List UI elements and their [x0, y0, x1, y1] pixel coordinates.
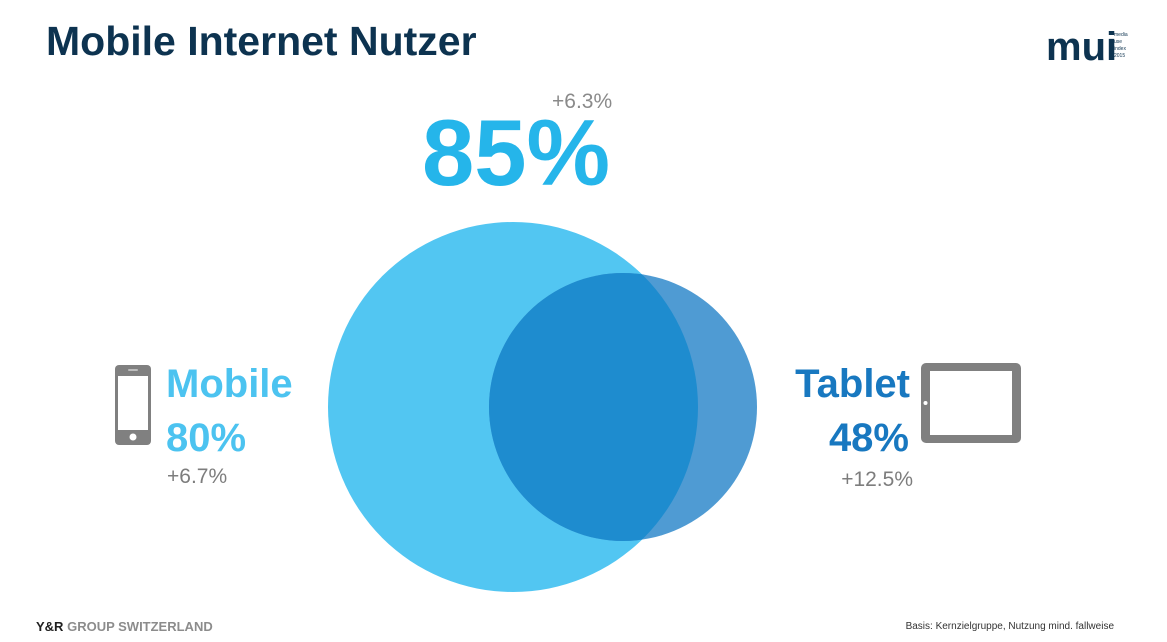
logo-line-3: index	[1114, 46, 1126, 52]
footer-brand-bold: Y&R	[36, 619, 64, 634]
tablet-value: 48%	[828, 416, 909, 460]
total-change: +6.3%	[552, 90, 613, 113]
logo-mark: mui	[1046, 25, 1117, 69]
footer-note: Basis: Kernzielgruppe, Nutzung mind. fal…	[905, 621, 1114, 632]
footer-brand: Y&R GROUP SWITZERLAND	[36, 619, 213, 634]
mobile-label: Mobile	[166, 362, 293, 406]
tablet-label: Tablet	[795, 362, 910, 406]
tablet-change: +12.5%	[841, 468, 913, 491]
mui-logo: mui media use index 2015	[1046, 25, 1128, 69]
total-value: 85%	[422, 100, 611, 205]
page-title: Mobile Internet Nutzer	[46, 18, 477, 64]
footer-brand-light: GROUP SWITZERLAND	[67, 619, 213, 634]
tablet-icon	[921, 363, 1021, 443]
logo-line-2: use	[1114, 39, 1122, 45]
smartphone-icon	[115, 365, 151, 445]
logo-line-1: media	[1114, 32, 1128, 38]
mobile-value: 80%	[166, 416, 247, 460]
mobile-change: +6.7%	[167, 465, 228, 488]
logo-line-4: 2015	[1114, 53, 1125, 59]
